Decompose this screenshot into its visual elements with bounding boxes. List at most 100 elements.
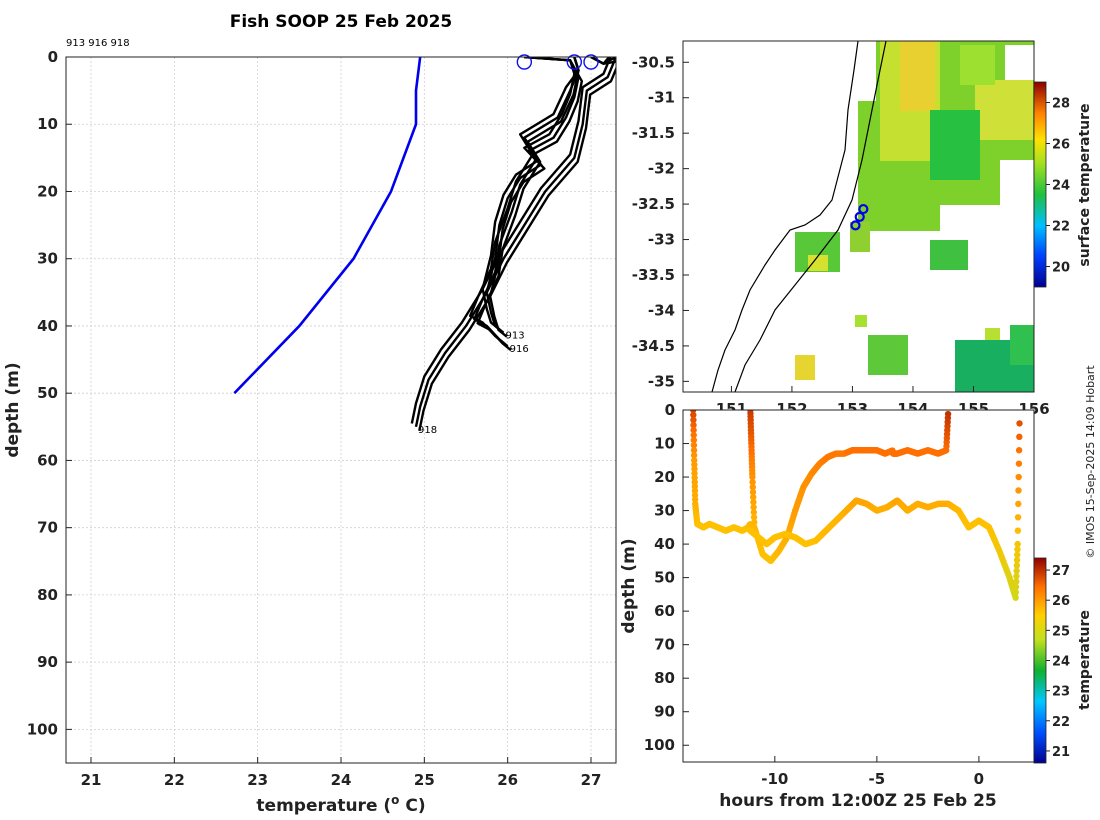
depth-time-point: [1014, 546, 1021, 553]
y-tick-label: 80: [654, 669, 675, 687]
y-tick-label: 100: [27, 720, 58, 738]
profile-end-label: 918: [418, 425, 437, 436]
profile-surface-markers: [516, 54, 599, 70]
x-tick-label: 25: [414, 771, 435, 789]
coastline-layer: [711, 41, 887, 392]
no-data-patch: [940, 205, 1034, 231]
lat-tick-label: -32.5: [632, 195, 675, 213]
lat-tick-label: -34: [648, 301, 675, 319]
depth-time-plot: -10 -5 0 0 10 20 30 40 50 60 70 80 90 100 hours from…: [619, 401, 1093, 811]
y-tick-label: 80: [37, 586, 58, 604]
y-tick-label: 40: [654, 535, 675, 553]
profile-lines-layer: [410, 57, 616, 432]
profile-line-913: [485, 57, 580, 334]
profile-id-list: 913 916 918: [66, 38, 130, 49]
lat-tick-label: -32: [648, 160, 675, 178]
y-tick-label: 70: [654, 636, 675, 654]
y-tick-label: 90: [654, 703, 675, 721]
y-tick-label: 0: [48, 48, 58, 66]
y-tick-label: 50: [654, 569, 675, 587]
depth-time-x-ticks: -10 -5 0: [761, 756, 984, 788]
x-tick-label: 21: [81, 771, 102, 789]
depth-time-point: [690, 421, 697, 429]
depth-time-point: [1013, 562, 1021, 569]
colorbar-tick-label: 25: [1052, 624, 1070, 639]
colorbar-tick-label: 27: [1052, 564, 1070, 579]
x-tick-label: 26: [497, 771, 518, 789]
depth-time-point: [1016, 433, 1023, 441]
depth-time-point: [750, 514, 758, 521]
colorbar-tick-label: 21: [1052, 745, 1070, 760]
profile-end-label: 916: [510, 344, 529, 355]
depth-time-point: [749, 473, 756, 481]
y-tick-label: 20: [37, 182, 58, 200]
map-profile-locations: [850, 203, 869, 231]
depth-time-point: [1015, 460, 1023, 467]
depth-time-point: [1014, 514, 1022, 521]
colorbar-tick-label: 26: [1052, 594, 1070, 609]
sst-patch: [1010, 325, 1034, 365]
lat-tick-label: -31.5: [632, 124, 675, 142]
depth-time-point: [690, 436, 698, 444]
credit-text: © IMOS 15-Sep-2025 14:09 Hobart: [1084, 365, 1097, 559]
depth-time-point: [749, 483, 756, 491]
coastline: [711, 41, 859, 392]
sst-patch: [795, 355, 815, 380]
profile-start-marker: [516, 54, 533, 70]
depth-time-point: [1015, 500, 1022, 508]
depth-time-point: [1013, 573, 1020, 580]
depth-time-point: [1013, 556, 1021, 564]
y-tick-label: 20: [654, 468, 675, 486]
depth-time-point: [749, 478, 756, 486]
sst-patch: [930, 110, 980, 180]
reference-profile-layer: [233, 57, 422, 395]
profile-plot: 913 916 918 21 22 23 24 25 26 27 0 10 20 30 40 50 60 70…: [3, 48, 617, 816]
depth-time-point: [750, 509, 758, 516]
depth-time-point: [690, 416, 697, 424]
depth-time-point: [690, 411, 697, 419]
depth-time-points: [690, 410, 1023, 601]
colorbar-tick-label: 28: [1052, 97, 1070, 112]
sst-colorbar-label: surface temperature: [1077, 103, 1093, 266]
y-tick-label: 60: [654, 602, 675, 620]
no-data-patch: [858, 41, 876, 101]
depth-time-point: [751, 519, 758, 526]
y-tick-label: 70: [37, 519, 58, 537]
depth-time-y-axis-label: depth (m): [619, 538, 639, 633]
sst-patch: [930, 240, 968, 270]
x-tick-label: -10: [761, 770, 788, 788]
colorbar-tick-label: 24: [1052, 179, 1070, 194]
temperature-colorbar: [1033, 557, 1047, 764]
lat-tick-label: -31: [648, 89, 675, 107]
depth-time-point: [1016, 420, 1023, 427]
reference-profile-line: [233, 57, 422, 395]
sst-patch: [808, 255, 828, 271]
map-lat-ticks: -30.5 -31 -31.5 -32 -32.5 -33 -33.5 -34 -34.5 -35: [632, 53, 689, 390]
colorbar-tick-label: 22: [1052, 715, 1070, 730]
y-tick-label: 10: [654, 435, 675, 453]
depth-time-point: [1015, 473, 1022, 481]
depth-time-point: [690, 447, 698, 454]
y-tick-label: 60: [37, 451, 58, 469]
profile-y-axis-label: depth (m): [3, 362, 23, 457]
profile-location-marker: [858, 203, 869, 215]
depth-time-point: [1012, 583, 1020, 591]
x-tick-label: 24: [331, 771, 352, 789]
profile-end-labels: 913 916 918: [418, 331, 529, 436]
profile-location-marker: [850, 220, 861, 231]
y-tick-label: 0: [665, 401, 675, 419]
temperature-colorbar-ticks: 21 22 23 24 25 26 27: [1046, 564, 1070, 760]
lat-tick-label: -30.5: [632, 53, 675, 71]
depth-time-point: [750, 504, 757, 511]
profile-start-marker: [566, 54, 583, 70]
profile-y-ticks: 0 10 20 30 40 50 60 70 80 90 100: [27, 48, 72, 738]
depth-time-point: [690, 431, 697, 439]
sst-patch: [855, 315, 867, 327]
depth-time-point: [1014, 540, 1021, 548]
colorbar-tick-label: 26: [1052, 138, 1070, 153]
depth-time-point: [944, 410, 952, 418]
sst-patch: [985, 328, 1000, 340]
y-tick-label: 30: [37, 250, 58, 268]
no-data-patch: [1005, 45, 1034, 80]
x-tick-label: 27: [581, 771, 602, 789]
